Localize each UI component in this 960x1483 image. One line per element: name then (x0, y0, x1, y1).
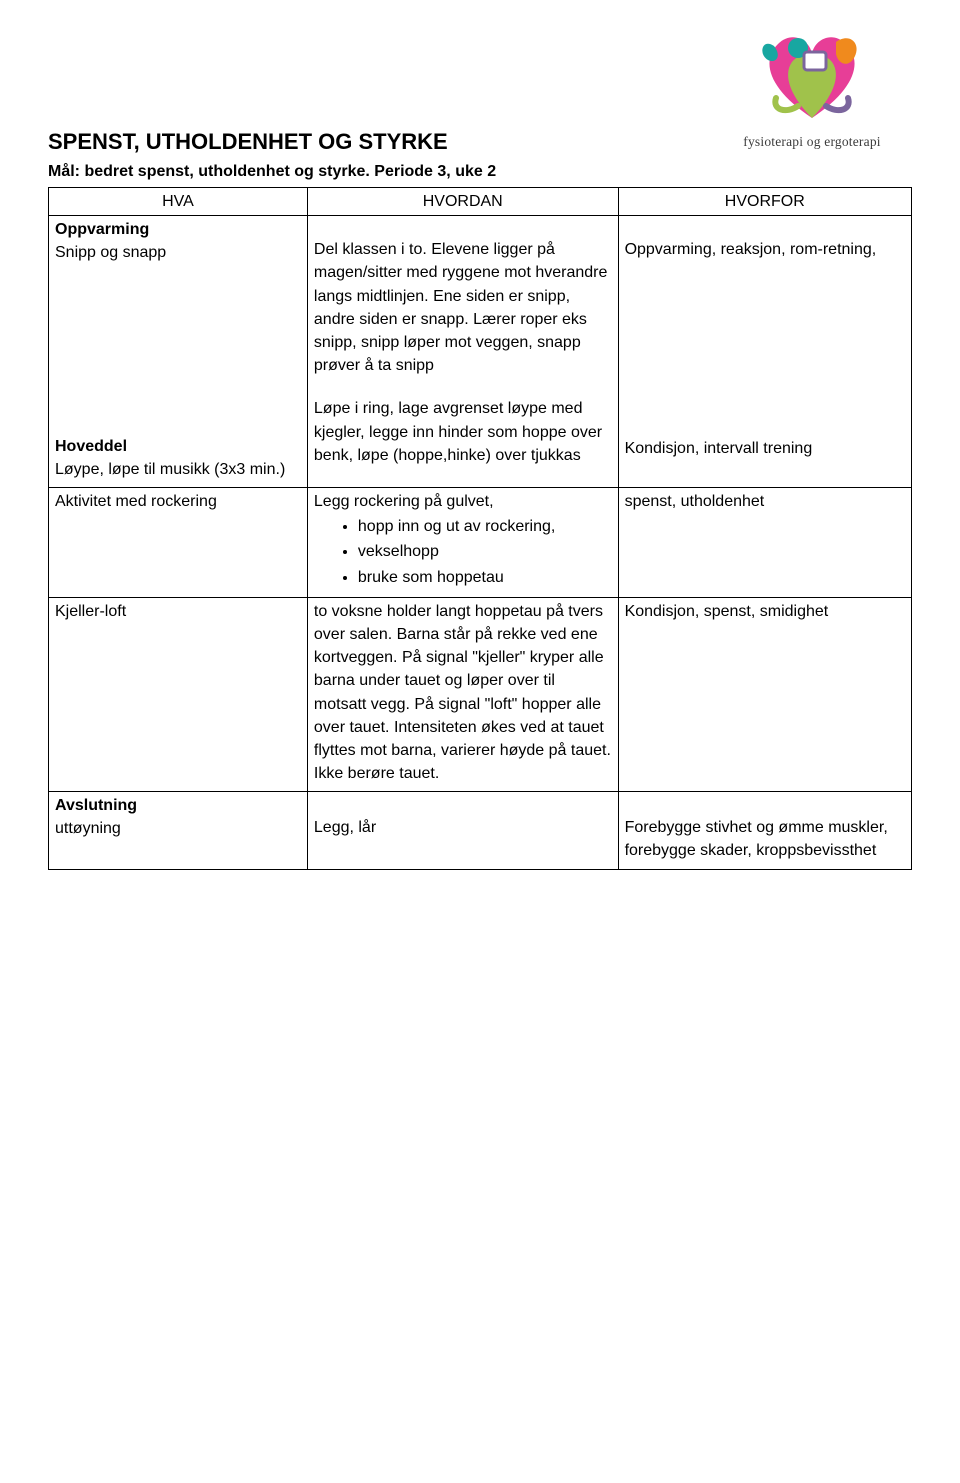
lesson-plan-table: HVA HVORDAN HVORFOR Oppvarming Snipp og … (48, 187, 912, 870)
table-row: Oppvarming Snipp og snapp Hoveddel Løype… (49, 216, 912, 488)
activity-snipp-snapp: Snipp og snapp (55, 241, 301, 264)
brand-caption: fysioterapi og ergoterapi (722, 132, 902, 152)
table-row: Kjeller-loft to voksne holder langt hopp… (49, 597, 912, 792)
col-header-hvorfor: HVORFOR (618, 188, 911, 216)
activity-loype: Løype, løpe til musikk (3x3 min.) (55, 458, 301, 481)
how-kjeller-loft: to voksne holder langt hoppetau på tvers… (314, 600, 612, 786)
how-loype: Løpe i ring, lage avgrenset løype med kj… (314, 397, 612, 467)
heart-logo-icon (752, 18, 872, 128)
list-item: hopp inn og ut av rockering, (358, 515, 612, 538)
how-uttoyning: Legg, lår (314, 816, 612, 839)
section-hoveddel: Hoveddel (55, 435, 301, 458)
col-header-hva: HVA (49, 188, 308, 216)
col-header-hvordan: HVORDAN (307, 188, 618, 216)
why-rockering: spenst, utholdenhet (625, 490, 905, 513)
table-row: Avslutning uttøyning Legg, lår Forebygge… (49, 792, 912, 869)
list-item: vekselhopp (358, 540, 612, 563)
activity-kjeller-loft: Kjeller-loft (55, 600, 301, 623)
list-item: bruke som hoppetau (358, 566, 612, 589)
page-subtitle: Mål: bedret spenst, utholdenhet og styrk… (48, 160, 912, 183)
how-rockering-lead: Legg rockering på gulvet, (314, 490, 612, 513)
brand-logo: fysioterapi og ergoterapi (722, 18, 902, 152)
why-uttoyning: Forebygge stivhet og ømme muskler, foreb… (625, 816, 905, 862)
activity-uttoyning: uttøyning (55, 817, 301, 840)
section-avslutning: Avslutning (55, 794, 301, 817)
how-snipp-snapp: Del klassen i to. Elevene ligger på mage… (314, 238, 612, 377)
table-header-row: HVA HVORDAN HVORFOR (49, 188, 912, 216)
why-kjeller-loft: Kondisjon, spenst, smidighet (625, 600, 905, 623)
how-rockering-list: hopp inn og ut av rockering, vekselhopp … (314, 515, 612, 589)
table-row: Aktivitet med rockering Legg rockering p… (49, 488, 912, 598)
activity-rockering: Aktivitet med rockering (55, 490, 301, 513)
why-oppvarming: Oppvarming, reaksjon, rom-retning, (625, 238, 905, 261)
why-kondisjon: Kondisjon, intervall trening (625, 437, 905, 460)
section-oppvarming: Oppvarming (55, 218, 301, 241)
